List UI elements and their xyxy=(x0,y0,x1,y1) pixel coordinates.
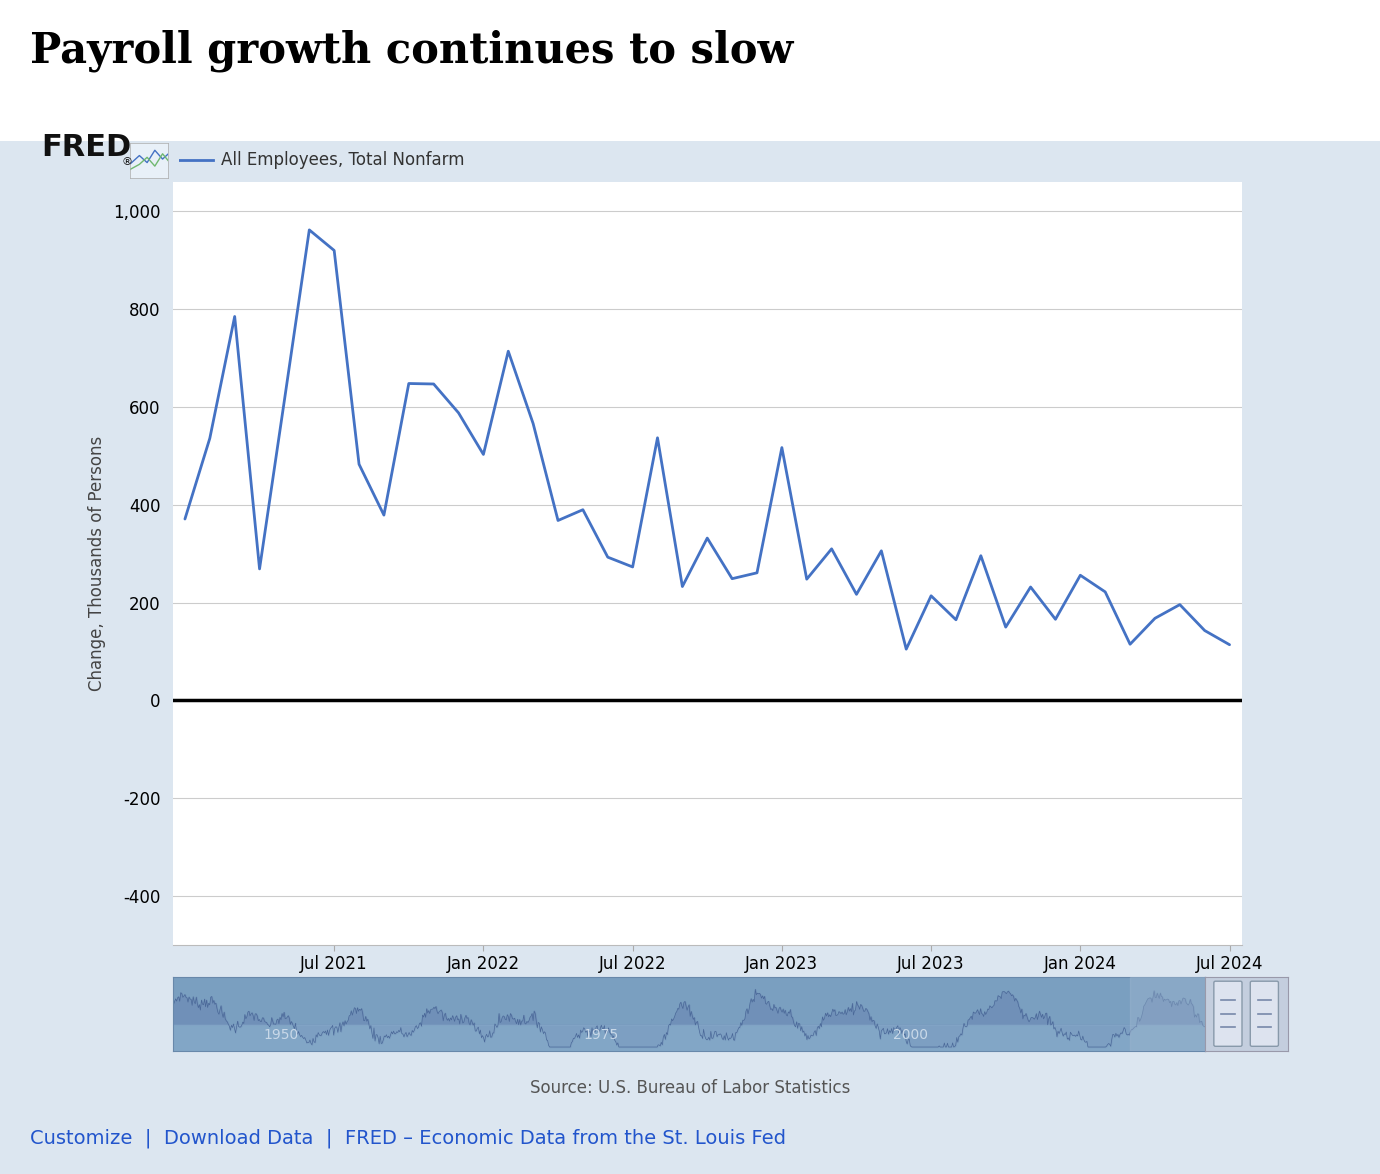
Text: 2000: 2000 xyxy=(893,1028,929,1041)
Text: FRED: FRED xyxy=(41,133,131,162)
Text: Payroll growth continues to slow: Payroll growth continues to slow xyxy=(30,29,793,72)
Text: Customize  |  Download Data  |  FRED – Economic Data from the St. Louis Fed: Customize | Download Data | FRED – Econo… xyxy=(30,1128,787,1148)
Text: All Employees, Total Nonfarm: All Employees, Total Nonfarm xyxy=(221,151,464,169)
Text: 1950: 1950 xyxy=(264,1028,298,1041)
FancyBboxPatch shape xyxy=(1250,981,1278,1046)
Text: Source: U.S. Bureau of Labor Statistics: Source: U.S. Bureau of Labor Statistics xyxy=(530,1079,850,1098)
Text: ®: ® xyxy=(121,156,132,167)
Text: 1975: 1975 xyxy=(584,1028,618,1041)
Y-axis label: Change, Thousands of Persons: Change, Thousands of Persons xyxy=(88,436,106,691)
FancyBboxPatch shape xyxy=(1214,981,1242,1046)
Bar xyxy=(1130,977,1205,1051)
